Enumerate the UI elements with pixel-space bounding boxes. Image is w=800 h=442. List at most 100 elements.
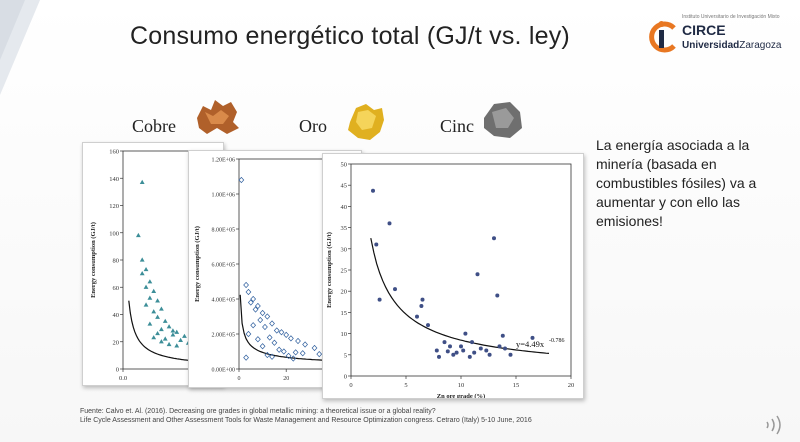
data-point (419, 304, 424, 309)
data-point (264, 351, 271, 359)
data-point (467, 354, 472, 359)
data-point (259, 343, 266, 350)
data-point (377, 297, 382, 302)
x-tick-label: 15 (513, 382, 520, 389)
data-point (147, 321, 153, 326)
y-tick-label: 160 (109, 149, 119, 156)
side-note: La energía asociada a la minería (basada… (596, 137, 757, 229)
data-point (147, 279, 153, 284)
data-point (442, 340, 447, 345)
x-tick-label: 0 (349, 382, 352, 389)
data-point (487, 352, 492, 357)
y-tick-label: 2.00E+05 (211, 333, 235, 339)
data-point (143, 302, 149, 307)
y-tick-label: 1.00E+06 (211, 193, 235, 199)
audio-wave-icon[interactable] (763, 414, 789, 436)
y-tick-label: 30 (341, 246, 348, 253)
data-point (151, 309, 157, 314)
y-tick-label: 120 (109, 203, 119, 210)
data-point (475, 272, 480, 277)
data-point (463, 331, 468, 336)
data-point (166, 341, 172, 347)
data-point (459, 344, 463, 349)
data-point (503, 346, 507, 351)
data-point (151, 288, 157, 293)
data-point (159, 306, 164, 311)
corner-decoration-inner (0, 0, 25, 60)
data-point (252, 306, 259, 313)
data-point (393, 287, 397, 292)
y-tick-label: 40 (113, 312, 120, 319)
data-point (159, 326, 164, 332)
data-point (478, 346, 483, 351)
source-citation: Fuente: Calvo et. Al. (2016). Decreasing… (80, 407, 532, 425)
source-line-1: Fuente: Calvo et. Al. (2016). Decreasing… (80, 408, 436, 415)
y-axis-label: Energy consumption (GJ/t) (326, 232, 333, 308)
data-point (454, 350, 459, 355)
data-point (492, 236, 496, 241)
fit-equation-exponent: -0.786 (549, 338, 565, 344)
zinc-ore-icon (484, 102, 522, 138)
data-point (299, 350, 306, 357)
data-point (243, 281, 249, 289)
data-point (262, 323, 268, 331)
data-point (292, 349, 299, 356)
y-axis-label: Energy consumption (GJ/t) (90, 222, 97, 298)
data-point (420, 297, 425, 302)
data-point (182, 333, 187, 338)
y-tick-label: 50 (341, 162, 348, 169)
data-point (255, 336, 261, 343)
x-tick-label: 10 (458, 382, 465, 389)
data-point (445, 349, 450, 354)
data-point (139, 257, 145, 262)
data-point (147, 295, 153, 300)
data-point (155, 330, 160, 336)
y-tick-label: 6.00E+05 (211, 263, 235, 269)
data-point (484, 348, 489, 353)
data-point (387, 221, 392, 226)
data-point (371, 188, 375, 193)
data-point (302, 341, 308, 348)
data-point (162, 336, 168, 341)
data-point (178, 337, 183, 342)
data-point (257, 316, 264, 324)
data-point (461, 348, 466, 353)
y-tick-label: 40 (341, 204, 348, 211)
data-point (426, 323, 430, 328)
label-gold: Oro (299, 116, 327, 136)
y-tick-label: 15 (341, 310, 348, 317)
logo-name: CIRCE (682, 22, 726, 38)
data-point (264, 313, 271, 320)
x-tick-label: 5 (404, 382, 407, 389)
data-point (250, 322, 257, 329)
circe-logo: Instituto Universitario de Investigación… (640, 14, 790, 60)
data-point (437, 354, 441, 359)
data-point (495, 293, 500, 298)
data-point (290, 355, 297, 362)
y-tick-label: 1.20E+06 (211, 158, 235, 164)
data-point (162, 318, 168, 323)
data-point (434, 348, 439, 353)
x-tick-label: 20 (283, 376, 289, 382)
label-copper: Cobre (132, 116, 176, 136)
y-tick-label: 5 (344, 352, 347, 359)
y-tick-label: 140 (109, 176, 119, 183)
data-point (151, 335, 157, 340)
data-point (283, 331, 290, 338)
data-point (266, 334, 273, 341)
circe-logo-icon (649, 21, 676, 53)
data-point (135, 232, 141, 238)
y-tick-label: 0 (116, 367, 119, 374)
data-point (245, 330, 252, 338)
x-tick-label: 20 (568, 382, 575, 389)
logo-university-bold: Universidad (682, 40, 740, 51)
data-point (159, 339, 164, 344)
data-point (259, 309, 266, 317)
data-point (415, 314, 419, 319)
data-point (295, 337, 301, 345)
fit-equation-label: y=4.49x (516, 339, 545, 349)
data-point (273, 327, 280, 334)
data-point (288, 335, 294, 342)
gold-nugget-icon (348, 104, 384, 140)
